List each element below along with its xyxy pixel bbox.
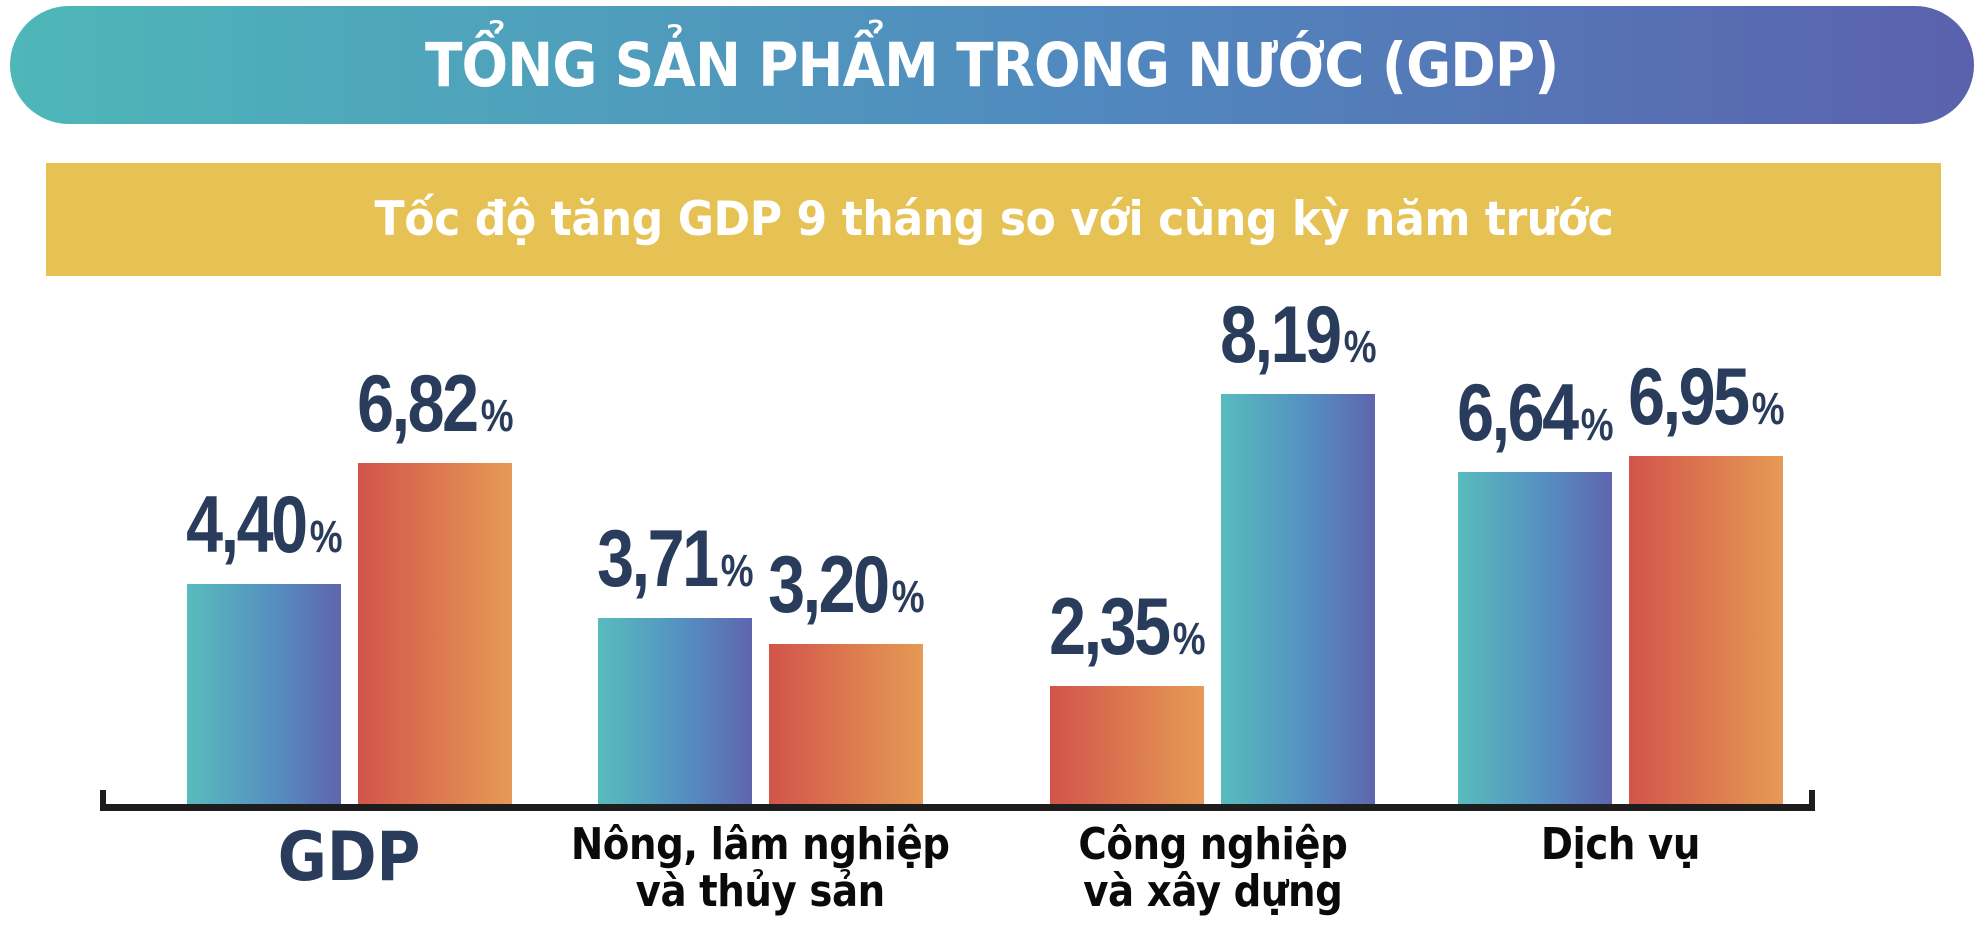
value-label-dich-vu-teal: 6,64% bbox=[1456, 368, 1614, 458]
value-label-gdp-teal: 4,40% bbox=[185, 480, 343, 570]
bar-dich-vu-teal bbox=[1458, 472, 1612, 804]
bar-cong-nghiep-va-xay-dung-orange bbox=[1050, 686, 1204, 804]
bar-cong-nghiep-va-xay-dung-teal bbox=[1221, 394, 1375, 804]
title-banner: TỔNG SẢN PHẨM TRONG NƯỚC (GDP) bbox=[10, 6, 1974, 124]
axis-tick-left bbox=[100, 790, 106, 811]
bar-gdp-orange bbox=[358, 463, 512, 804]
value-label-cong-nghiep-va-xay-dung-orange: 2,35% bbox=[1048, 582, 1206, 672]
subtitle-banner: Tốc độ tăng GDP 9 tháng so với cùng kỳ n… bbox=[46, 163, 1941, 276]
value-label-gdp-orange: 6,82% bbox=[356, 359, 514, 449]
value-label-dich-vu-orange: 6,95% bbox=[1627, 352, 1785, 442]
value-label-cong-nghiep-va-xay-dung-teal: 8,19% bbox=[1219, 290, 1377, 380]
axis-tick-right bbox=[1809, 790, 1815, 811]
value-label-nong-lam-nghiep-va-thuy-san-teal: 3,71% bbox=[596, 514, 754, 604]
category-label-nong-lam-nghiep-va-thuy-san: Nông, lâm nghiệp và thủy sản bbox=[571, 819, 950, 917]
bar-nong-lam-nghiep-va-thuy-san-teal bbox=[598, 618, 752, 804]
category-label-cong-nghiep-va-xay-dung: Công nghiệp và xây dựng bbox=[1077, 819, 1348, 917]
chart-subtitle: Tốc độ tăng GDP 9 tháng so với cùng kỳ n… bbox=[374, 192, 1613, 247]
page-title: TỔNG SẢN PHẨM TRONG NƯỚC (GDP) bbox=[425, 29, 1559, 101]
category-label-gdp: GDP bbox=[278, 818, 421, 897]
bar-nong-lam-nghiep-va-thuy-san-orange bbox=[769, 644, 923, 804]
x-axis-baseline bbox=[100, 804, 1815, 811]
bar-dich-vu-orange bbox=[1629, 456, 1783, 804]
bar-gdp-teal bbox=[187, 584, 341, 804]
value-label-nong-lam-nghiep-va-thuy-san-orange: 3,20% bbox=[767, 540, 925, 630]
category-label-dich-vu: Dịch vụ bbox=[1540, 819, 1701, 870]
